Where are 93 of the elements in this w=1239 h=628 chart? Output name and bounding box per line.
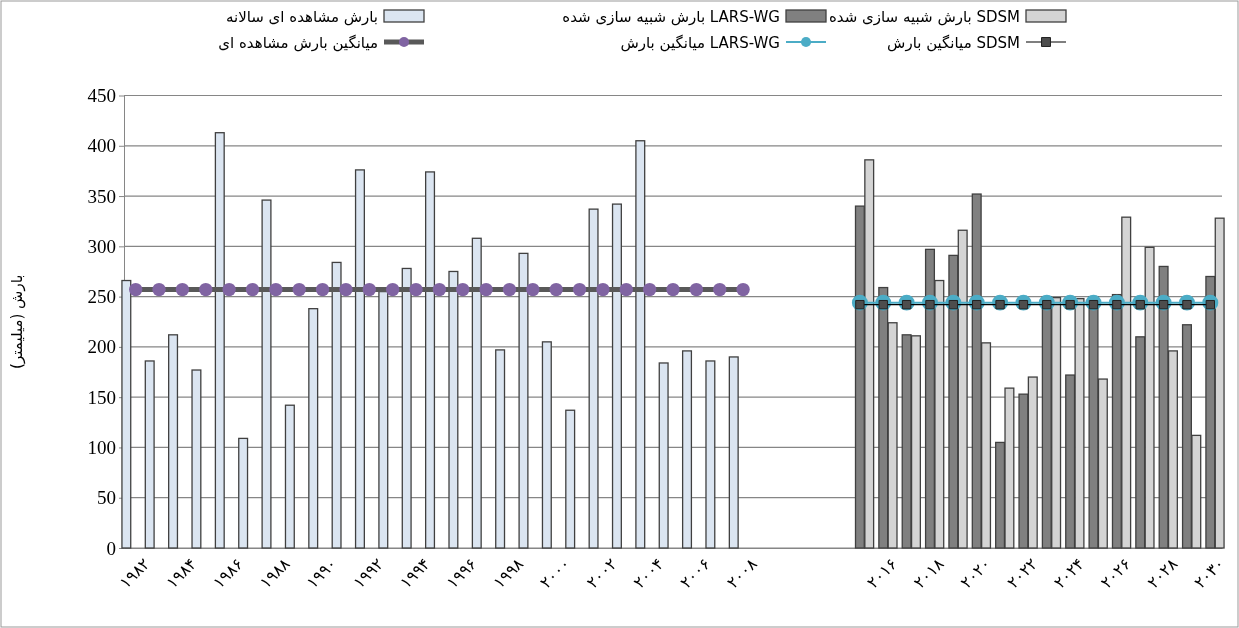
point: [362, 282, 376, 297]
point: [269, 282, 283, 297]
x-tick-label: ۱۹۸۸: [255, 554, 294, 593]
bar: [284, 404, 295, 549]
bar: [518, 252, 529, 549]
point: [666, 282, 680, 297]
y-tick-label: 50: [97, 487, 116, 509]
point: [339, 282, 353, 297]
x-tick-label: ۲۰۰۶: [676, 554, 715, 593]
y-tick-label: 400: [87, 135, 116, 157]
point: [409, 282, 423, 297]
point: [175, 282, 190, 297]
point: [222, 282, 236, 297]
legend-label: بارش شبیه سازی شده SDSM: [828, 8, 1020, 26]
x-tick-label: ۲۰۲۸: [1143, 554, 1182, 593]
bar: [541, 341, 552, 549]
bar: [588, 208, 599, 549]
point: [642, 282, 657, 297]
point: [713, 282, 727, 297]
point: [502, 282, 517, 297]
bar: [611, 203, 622, 549]
bar: [308, 308, 319, 549]
bar: [471, 237, 482, 549]
x-tick-label: ۱۹۹۶: [442, 554, 481, 593]
point: [385, 282, 400, 297]
point: [245, 282, 260, 297]
bar: [261, 199, 272, 549]
x-tick-label: ۱۹۸۲: [115, 554, 154, 593]
x-tick-label: ۲۰۰۴: [629, 554, 668, 593]
point: [292, 282, 306, 297]
point: [315, 282, 330, 297]
bar: [238, 437, 249, 549]
legend-label: بارش مشاهده ای سالانه: [225, 8, 378, 26]
legend-label: میانگین بارش LARS-WG: [620, 34, 780, 52]
x-tick-label: ۲۰۰۸: [723, 554, 762, 593]
bar: [331, 261, 342, 549]
point: [456, 282, 470, 297]
point: [152, 282, 166, 297]
point: [129, 282, 143, 297]
bar: [214, 132, 225, 549]
x-tick-label: ۱۹۸۴: [162, 554, 201, 593]
point: [736, 282, 750, 297]
point: [689, 282, 704, 297]
point: [526, 282, 540, 297]
legend-label: بارش شبیه سازی شده LARS-WG: [562, 8, 780, 26]
x-tick-label: ۲۰۰۲: [582, 554, 621, 593]
legend-label: میانگین بارش SDSM: [887, 34, 1020, 52]
bar: [448, 270, 459, 549]
bar: [658, 362, 669, 549]
bar: [191, 369, 202, 549]
point: [479, 282, 493, 297]
x-tick-label: ۱۹۹۲: [349, 554, 388, 593]
x-tick-label: ۲۰۱۸: [909, 554, 948, 593]
bar: [635, 140, 646, 549]
x-tick-label: ۱۹۹۴: [396, 554, 434, 593]
y-tick-label: 350: [87, 185, 116, 207]
x-tick-label: ۲۰۲۰: [956, 554, 995, 593]
bar: [168, 334, 179, 549]
x-tick-label: ۱۹۹۸: [489, 554, 528, 593]
bar: [705, 360, 716, 549]
y-tick-label: 300: [87, 235, 116, 257]
y-axis-title: بارش (میلیمتر): [8, 274, 26, 369]
bar: [401, 267, 412, 549]
x-tick-label: ۱۹۸۶: [209, 554, 247, 593]
point: [596, 282, 610, 297]
bar: [681, 350, 693, 549]
point: [619, 282, 633, 297]
bar: [378, 290, 389, 549]
x-tick-label: ۲۰۲۶: [1096, 554, 1135, 593]
x-tick-label: ۲۰۳۰: [1190, 554, 1229, 593]
y-tick-label: 250: [87, 286, 116, 308]
y-tick-label: 200: [87, 336, 116, 358]
x-tick-label: ۲۰۰۰: [536, 554, 574, 593]
point: [549, 282, 563, 297]
point: [199, 282, 213, 297]
bar: [354, 169, 365, 549]
y-tick-label: 150: [87, 386, 116, 408]
bar: [144, 360, 155, 549]
y-tick-label: 450: [87, 85, 116, 107]
bar: [495, 349, 506, 549]
x-tick-label: ۱۹۹۰: [302, 554, 341, 593]
x-tick-label: ۲۰۱۶: [863, 554, 901, 593]
bar: [728, 356, 739, 549]
y-tick-label: 100: [87, 437, 116, 459]
point: [432, 282, 447, 297]
bar: [121, 279, 132, 549]
x-tick-label: ۲۰۲۴: [1050, 554, 1088, 593]
bar: [425, 171, 436, 549]
point: [572, 282, 587, 297]
bar: [565, 409, 576, 549]
legend-label: میانگین بارش مشاهده ای: [218, 34, 378, 52]
x-tick-label: ۲۰۲۲: [1003, 554, 1042, 593]
y-tick-label: 0: [106, 537, 116, 559]
